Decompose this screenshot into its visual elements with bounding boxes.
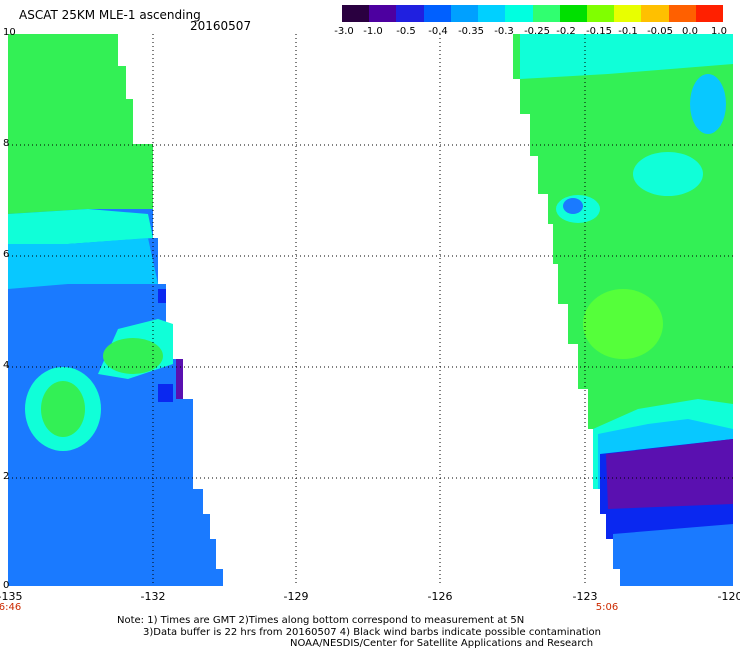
y-axis-label: 6 [3,249,10,260]
note-line-3: NOAA/NESDIS/Center for Satellite Applica… [290,638,594,649]
colorbar-segment [450,5,479,22]
colorbar-segment [478,5,506,22]
colorbar-tick-label: -0.35 [458,26,484,37]
colorbar-segment [532,5,560,22]
colorbar-segment [342,5,370,22]
swath-right-lblue-patch [690,74,726,134]
map-date: 20160507 [190,19,252,33]
colorbar-segment [423,5,451,22]
colorbar-segment [586,5,615,22]
colorbar-tick-label: -0.25 [524,26,550,37]
swath-left [8,34,223,586]
colorbar-tick-label: -0.3 [494,26,514,37]
swath-right-blue-spot [563,198,583,214]
note-line-1: Note: 1) Times are GMT 2)Times along bot… [117,615,525,626]
colorbar-tick-label: 1.0 [711,26,727,37]
colorbar-tick-label: -0.5 [396,26,416,37]
colorbar-tick-label: -3.0 [334,26,354,37]
colorbar-tick-label: -0.2 [556,26,576,37]
colorbar-segment [505,5,533,22]
x-axis-label: -135 [0,590,23,603]
y-axis-label: 0 [3,580,10,591]
colorbar-segment [369,5,397,22]
x-axis-label: -123 [572,590,598,603]
colorbar-tick-label: 0.0 [682,26,698,37]
colorbar-tick-label: -0.4 [428,26,448,37]
note-line-2: 3)Data buffer is 22 hrs from 20160507 4)… [143,627,601,638]
swath-left-green-patch [103,338,163,374]
colorbar-tick-label: -0.1 [618,26,638,37]
colorbar-segment [614,5,642,22]
colorbar-segment [559,5,587,22]
colorbar-segment [668,5,696,22]
swath-left-cyan-band [8,209,153,244]
colorbar-segment [641,5,669,22]
colorbar-segment [695,5,724,22]
colorbar-segment [396,5,424,22]
swath-left-green [8,34,153,214]
x-axis-label: -126 [427,590,453,603]
colorbar-tick-label: -0.05 [647,26,673,37]
time-label-left: 6:46 [0,602,22,613]
swath-left-dblue-cell-2 [158,384,173,402]
y-axis-label: 8 [3,138,10,149]
gridlines [8,34,733,586]
swath-right-cyan-top [520,34,733,79]
swath-right-purple-band [606,439,733,509]
colorbar-tick-label: -0.15 [586,26,612,37]
swath-left-transition [8,238,158,289]
swath-map [8,34,733,586]
swath-right-cyan-patch [633,152,703,196]
y-axis-label: 10 [3,27,16,38]
map-title: ASCAT 25KM MLE-1 ascending [19,8,201,22]
x-axis-label: -120 [717,590,740,603]
swath-left-green-blob [41,381,85,437]
colorbar [342,5,724,22]
swath-right-lightgreen-patch [583,289,663,359]
swath-left-dblue-cell [158,289,166,303]
x-axis-label: -129 [283,590,309,603]
y-axis-label: 4 [3,360,10,371]
swath-right [513,34,733,586]
colorbar-tick-label: -1.0 [363,26,383,37]
x-axis-label: -132 [140,590,166,603]
y-axis-label: 2 [3,471,10,482]
time-label-right: 5:06 [595,602,619,613]
swath-left-purple-cell [176,359,183,399]
swath-right-blue-bottom [613,524,733,586]
